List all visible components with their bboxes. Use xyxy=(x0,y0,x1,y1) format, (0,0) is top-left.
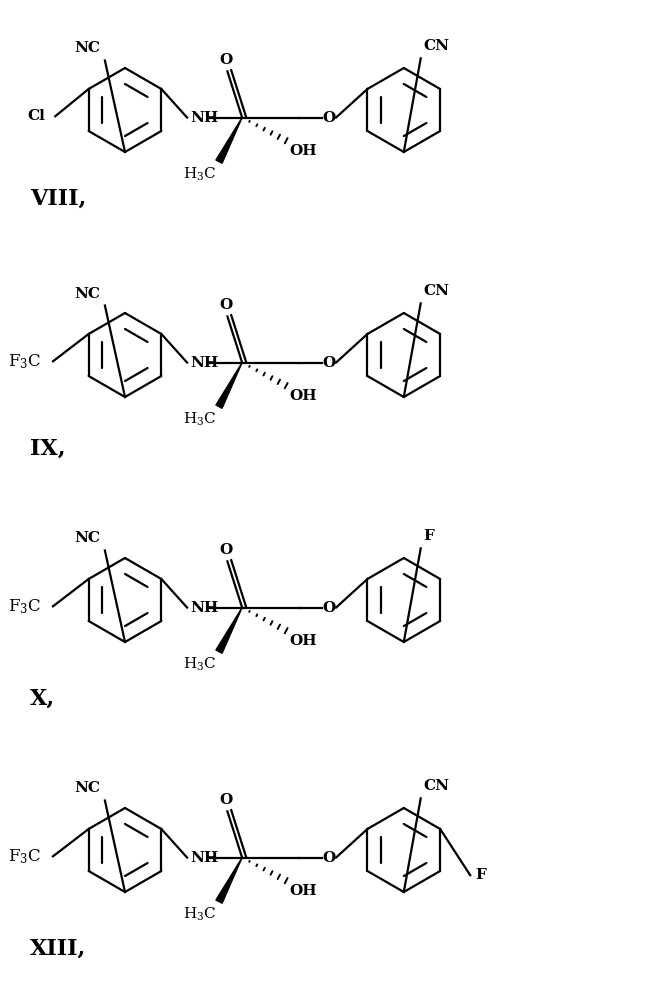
Text: F: F xyxy=(424,529,434,543)
Text: $\mathregular{H_3C}$: $\mathregular{H_3C}$ xyxy=(182,166,216,183)
Text: O: O xyxy=(322,356,336,370)
Text: OH: OH xyxy=(289,144,317,158)
Text: O: O xyxy=(220,543,233,557)
Text: CN: CN xyxy=(424,779,450,793)
Text: OH: OH xyxy=(289,634,317,648)
Text: $\mathregular{F_3C}$: $\mathregular{F_3C}$ xyxy=(8,352,41,371)
Text: NC: NC xyxy=(74,782,100,796)
Text: CN: CN xyxy=(424,284,450,298)
Text: $\mathregular{H_3C}$: $\mathregular{H_3C}$ xyxy=(182,906,216,923)
Text: $\mathregular{H_3C}$: $\mathregular{H_3C}$ xyxy=(182,411,216,428)
Text: IX,: IX, xyxy=(30,438,66,460)
Text: F: F xyxy=(475,868,486,882)
Text: X,: X, xyxy=(30,688,55,710)
Text: NH: NH xyxy=(190,601,218,615)
Text: CN: CN xyxy=(424,39,450,53)
Text: XIII,: XIII, xyxy=(30,938,86,960)
Text: NC: NC xyxy=(74,41,100,55)
Text: NH: NH xyxy=(190,111,218,125)
Text: O: O xyxy=(220,298,233,312)
Text: O: O xyxy=(220,793,233,807)
Text: O: O xyxy=(322,111,336,125)
Polygon shape xyxy=(216,118,242,163)
Polygon shape xyxy=(216,858,242,903)
Polygon shape xyxy=(216,608,242,653)
Text: NC: NC xyxy=(74,532,100,546)
Text: $\mathregular{H_3C}$: $\mathregular{H_3C}$ xyxy=(182,656,216,673)
Text: NH: NH xyxy=(190,851,218,865)
Text: VIII,: VIII, xyxy=(30,188,86,210)
Text: NH: NH xyxy=(190,356,218,370)
Polygon shape xyxy=(216,363,242,408)
Text: O: O xyxy=(322,851,336,865)
Text: NC: NC xyxy=(74,286,100,300)
Text: OH: OH xyxy=(289,389,317,403)
Text: OH: OH xyxy=(289,884,317,898)
Text: $\mathregular{F_3C}$: $\mathregular{F_3C}$ xyxy=(8,597,41,616)
Text: Cl: Cl xyxy=(28,109,45,123)
Text: O: O xyxy=(322,601,336,615)
Text: $\mathregular{F_3C}$: $\mathregular{F_3C}$ xyxy=(8,847,41,866)
Text: O: O xyxy=(220,53,233,67)
